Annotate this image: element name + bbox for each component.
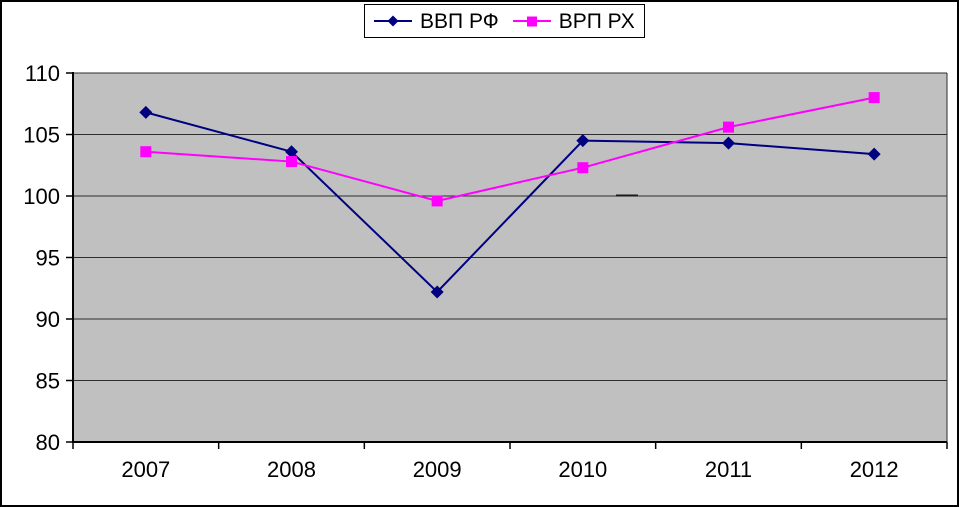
y-tick-label: 105 bbox=[23, 123, 60, 148]
legend-item-vvp-rf: ВВП РФ bbox=[373, 11, 499, 32]
y-tick-label: 85 bbox=[36, 369, 60, 394]
legend-item-vrp-rh: ВРП РХ bbox=[512, 11, 635, 32]
chart-legend: ВВП РФ ВРП РХ bbox=[364, 4, 645, 38]
square-marker-icon bbox=[512, 16, 551, 27]
legend-label-vrp-rh: ВРП РХ bbox=[558, 9, 635, 33]
x-tick-label: 2008 bbox=[267, 457, 316, 482]
data-point-diamond bbox=[285, 145, 298, 159]
legend-label-vvp-rf: ВВП РФ bbox=[420, 9, 499, 33]
series-line-0 bbox=[145, 111, 875, 294]
data-point-square bbox=[286, 156, 297, 168]
x-tick-label: 2009 bbox=[413, 457, 462, 482]
x-tick-label: 2011 bbox=[705, 457, 752, 482]
y-tick-label: 90 bbox=[36, 307, 60, 332]
data-point-diamond bbox=[576, 134, 590, 148]
series-line-1 bbox=[145, 96, 875, 202]
x-tick-label: 2010 bbox=[558, 457, 607, 482]
x-tick-label: 2007 bbox=[121, 457, 170, 482]
y-tick-label: 95 bbox=[36, 246, 60, 271]
x-tick-label: 2012 bbox=[850, 457, 899, 482]
data-point-square bbox=[868, 92, 880, 104]
y-tick-label: 100 bbox=[23, 184, 60, 209]
data-point-square bbox=[577, 162, 589, 174]
data-point-square bbox=[431, 195, 443, 207]
data-point-diamond bbox=[139, 105, 153, 119]
y-tick-label: 80 bbox=[36, 430, 60, 455]
data-point-square bbox=[140, 146, 152, 158]
data-point-diamond bbox=[430, 285, 444, 299]
data-point-diamond bbox=[722, 136, 735, 150]
data-point-diamond bbox=[867, 147, 881, 161]
diamond-marker-icon bbox=[374, 15, 412, 27]
data-point-square bbox=[723, 121, 734, 133]
y-tick-label: 110 bbox=[25, 61, 60, 86]
